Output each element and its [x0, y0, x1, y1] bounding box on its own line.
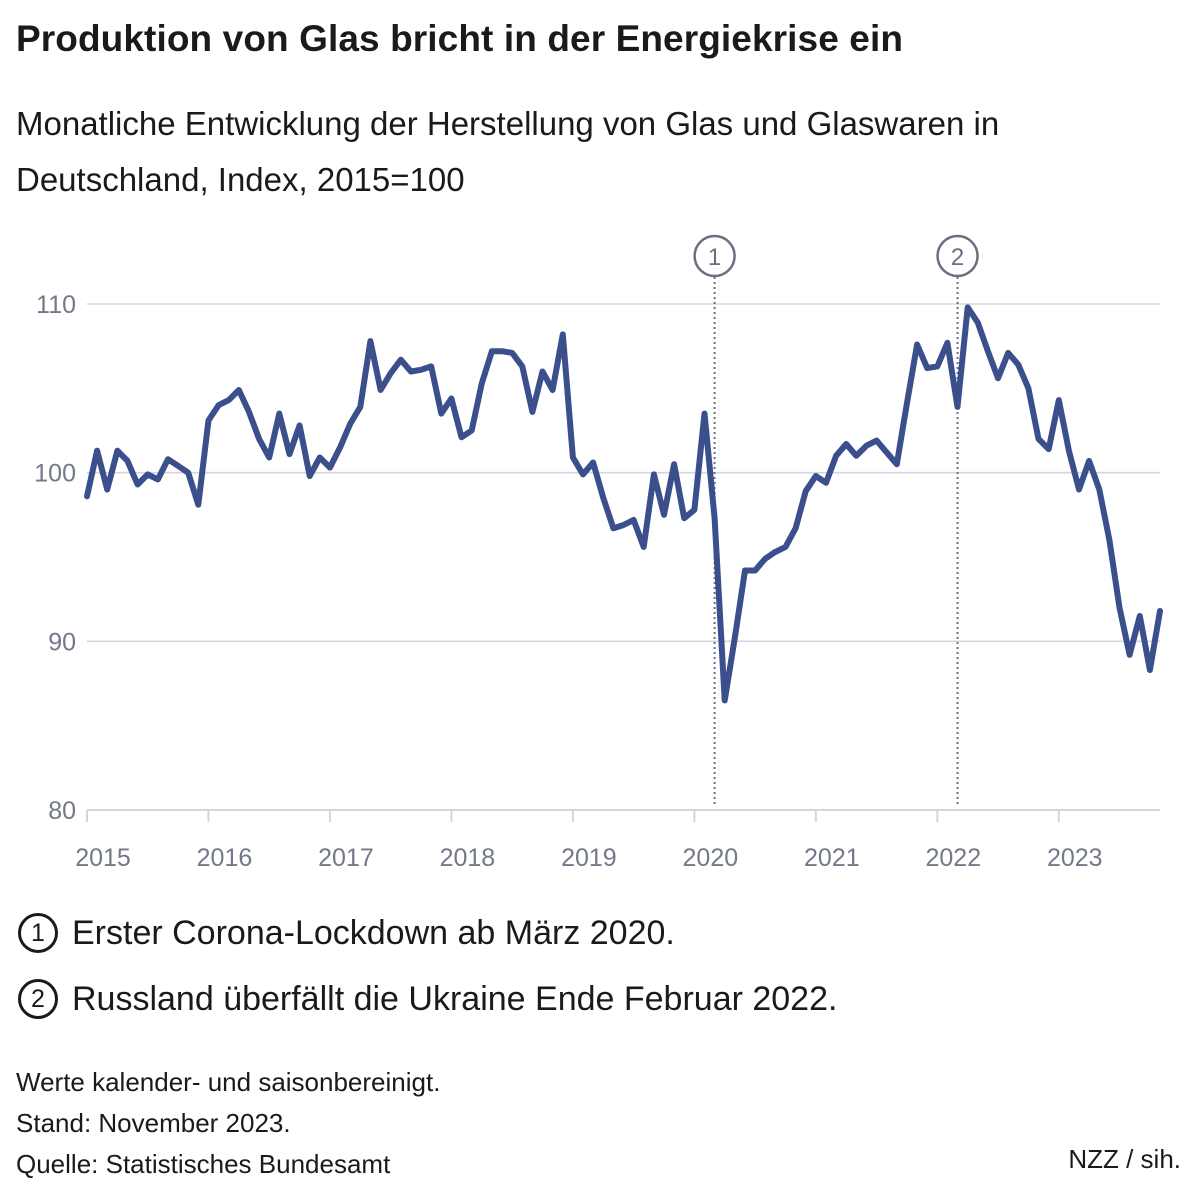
annotation-note-2: 2 Russland überfällt die Ukraine Ende Fe… — [18, 969, 837, 1029]
x-tick-label-2016: 2016 — [197, 844, 253, 872]
x-tick-label-2015: 2015 — [75, 844, 131, 872]
annotation-note-1: 1 Erster Corona-Lockdown ab März 2020. — [18, 903, 837, 963]
y-tick-label-80: 80 — [48, 797, 76, 825]
line-chart: 80 90 100 110 2015 2016 2017 2018 2019 2020 2021 20… — [34, 234, 1163, 872]
annotation-marker-2-icon: 2 — [18, 979, 58, 1019]
y-tick-label-90: 90 — [48, 628, 76, 656]
chart-footer: Werte kalender- und saisonbereinigt. Sta… — [16, 1062, 440, 1185]
annotation-circle-1-icon — [693, 234, 736, 278]
annotation-legend: 1 Erster Corona-Lockdown ab März 2020. 2… — [18, 903, 837, 1035]
series-line — [84, 304, 1163, 704]
annotation-note-2-text: Russland überfällt die Ukraine Ende Febr… — [72, 979, 838, 1018]
y-tick-label-100: 100 — [34, 460, 76, 488]
footer-credit: NZZ / sih. — [1068, 1144, 1181, 1174]
footer-source: Quelle: Statistisches Bundesamt — [16, 1149, 391, 1179]
x-tick-label-2023: 2023 — [1047, 844, 1103, 872]
annotation-circle-2-icon — [936, 234, 979, 278]
annotation-note-1-text: Erster Corona-Lockdown ab März 2020. — [72, 913, 675, 952]
annotation-label-1: 1 — [708, 244, 721, 271]
x-tick-label-2018: 2018 — [440, 844, 496, 872]
x-tick-label-2020: 2020 — [683, 844, 739, 872]
footer-note-status: Stand: November 2023. — [16, 1108, 291, 1138]
annotation-label-2: 2 — [951, 244, 964, 271]
y-tick-label-110: 110 — [36, 291, 76, 319]
annotation-marker-1-icon: 1 — [18, 913, 58, 953]
x-tick-label-2022: 2022 — [925, 844, 981, 872]
chart-subtitle: Monatliche Entwicklung der Herstellung v… — [16, 105, 1000, 198]
chart-title: Produktion von Glas bricht in der Energi… — [16, 18, 904, 59]
x-tick-label-2019: 2019 — [561, 844, 617, 872]
x-tick-label-2017: 2017 — [318, 844, 374, 872]
x-tick-label-2021: 2021 — [804, 844, 860, 872]
footer-note-adjustment: Werte kalender- und saisonbereinigt. — [16, 1067, 441, 1097]
